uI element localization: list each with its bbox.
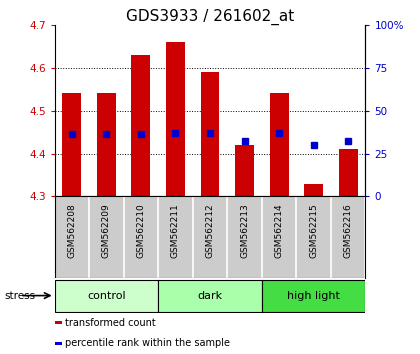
Bar bbox=[55, 342, 63, 344]
Bar bbox=[158, 280, 262, 312]
Bar bbox=[200, 72, 220, 196]
Text: GSM562209: GSM562209 bbox=[102, 203, 111, 258]
Bar bbox=[131, 55, 150, 196]
Title: GDS3933 / 261602_at: GDS3933 / 261602_at bbox=[126, 8, 294, 25]
Bar bbox=[235, 145, 254, 196]
Bar bbox=[270, 93, 289, 196]
Bar bbox=[339, 149, 357, 196]
Text: control: control bbox=[87, 291, 126, 301]
Bar bbox=[55, 321, 63, 324]
Text: GSM562212: GSM562212 bbox=[205, 203, 215, 258]
Text: GSM562210: GSM562210 bbox=[136, 203, 145, 258]
Text: transformed count: transformed count bbox=[66, 318, 156, 327]
Bar bbox=[262, 280, 365, 312]
Text: stress: stress bbox=[4, 291, 35, 301]
Text: GSM562213: GSM562213 bbox=[240, 203, 249, 258]
Bar bbox=[63, 93, 81, 196]
Text: percentile rank within the sample: percentile rank within the sample bbox=[66, 338, 231, 348]
Bar bbox=[304, 184, 323, 196]
Bar bbox=[97, 93, 116, 196]
Text: GSM562215: GSM562215 bbox=[309, 203, 318, 258]
Text: GSM562211: GSM562211 bbox=[171, 203, 180, 258]
Text: high light: high light bbox=[287, 291, 340, 301]
Text: GSM562208: GSM562208 bbox=[67, 203, 76, 258]
Text: GSM562214: GSM562214 bbox=[275, 203, 284, 258]
Bar bbox=[166, 42, 185, 196]
Text: dark: dark bbox=[197, 291, 223, 301]
Text: GSM562216: GSM562216 bbox=[344, 203, 353, 258]
Bar bbox=[55, 280, 158, 312]
